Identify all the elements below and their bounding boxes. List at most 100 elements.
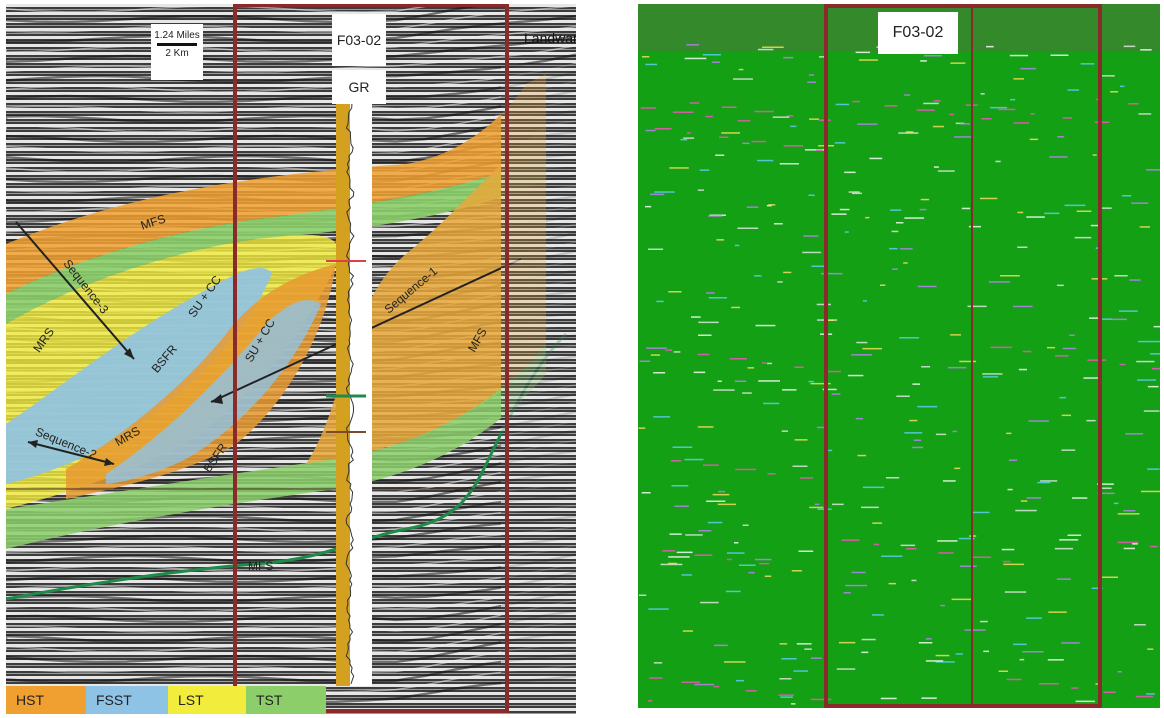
attribute-streak — [799, 477, 813, 479]
attribute-streak — [900, 248, 913, 250]
attribute-streak — [1057, 136, 1065, 138]
attribute-streak — [650, 193, 665, 196]
attribute-streak — [1128, 103, 1139, 105]
attribute-streak — [669, 167, 689, 169]
seismic-reflector — [6, 571, 576, 604]
attribute-streak — [1089, 317, 1100, 319]
attribute-streak — [851, 354, 873, 356]
seismic-section-left — [6, 4, 576, 714]
attribute-streak — [734, 542, 739, 544]
attribute-streak — [665, 349, 673, 351]
attribute-streak — [808, 194, 815, 196]
attribute-streak — [862, 486, 885, 489]
attribute-streak — [792, 465, 808, 467]
attribute-streak — [935, 433, 947, 436]
attribute-streak — [697, 189, 704, 191]
attribute-streak — [1029, 138, 1039, 141]
attribute-streak — [1003, 563, 1024, 566]
attribute-streak — [1022, 651, 1044, 653]
attribute-streak — [700, 601, 719, 604]
attribute-streak — [668, 562, 678, 565]
attribute-streak — [1075, 700, 1095, 703]
attribute-streak — [684, 458, 704, 461]
attribute-streak — [938, 552, 954, 554]
attribute-streak — [790, 125, 797, 128]
attribute-streak — [1018, 368, 1027, 371]
attribute-streak — [1147, 648, 1154, 650]
attribute-streak — [917, 285, 937, 288]
attribute-streak — [937, 540, 958, 542]
attribute-streak — [912, 446, 923, 449]
attribute-streak — [1004, 591, 1027, 593]
attribute-streak — [682, 630, 693, 632]
attribute-streak — [898, 132, 919, 134]
mfs-label-lower: MFS — [248, 559, 274, 573]
attribute-streak — [1138, 340, 1160, 343]
attribute-streak — [1117, 513, 1140, 515]
right-well-name-label: F03-02 — [878, 12, 958, 54]
attribute-streak — [653, 416, 670, 418]
attribute-streak — [676, 551, 693, 554]
attribute-streak — [880, 697, 897, 700]
seismic-reflector — [6, 4, 441, 13]
attribute-streak — [968, 225, 981, 228]
sequence3-arrow — [15, 221, 135, 360]
attribute-streak — [706, 500, 726, 502]
attribute-streak — [754, 558, 772, 561]
attribute-streak — [873, 543, 879, 546]
seismic-reflector — [6, 44, 576, 73]
attribute-streak — [921, 697, 937, 699]
sequence1-arrowhead — [211, 394, 223, 404]
attribute-streak — [955, 122, 965, 125]
attribute-streak — [1090, 224, 1102, 227]
attribute-streak — [662, 550, 676, 552]
attribute-streak — [673, 351, 681, 353]
attribute-streak — [774, 223, 783, 225]
attribute-streak — [694, 683, 714, 686]
attribute-streak — [904, 94, 911, 96]
seismic-reflector — [6, 89, 576, 124]
attribute-streak — [948, 366, 967, 369]
attribute-streak — [954, 467, 961, 470]
attribute-streak — [983, 650, 989, 653]
attribute-streak — [862, 300, 867, 302]
attribute-streak — [1143, 410, 1160, 412]
well-highlight-box — [233, 4, 509, 713]
attribute-streak — [654, 128, 672, 130]
attribute-streak — [689, 102, 700, 104]
attribute-streak — [726, 552, 745, 554]
attribute-streak — [674, 505, 689, 507]
attribute-streak — [1020, 500, 1028, 502]
attribute-streak — [809, 118, 819, 120]
attribute-streak — [1114, 275, 1128, 277]
seismic-reflector — [6, 589, 576, 624]
attribute-streak — [820, 272, 843, 275]
attribute-streak — [1062, 117, 1072, 119]
attribute-streak — [645, 205, 652, 208]
attribute-streak — [783, 56, 794, 59]
attribute-streak — [686, 132, 692, 134]
attribute-streak — [932, 125, 944, 128]
attribute-streak — [1138, 113, 1152, 115]
attribute-streak — [809, 506, 824, 509]
attribute-streak — [671, 485, 689, 487]
attribute-streak — [794, 366, 804, 368]
seismic-reflector — [6, 34, 576, 64]
attribute-streak — [717, 380, 722, 382]
sequence2-arrowhead-left — [28, 440, 38, 448]
attribute-streak — [645, 129, 656, 132]
attribute-streak — [920, 60, 927, 62]
attribute-streak — [759, 562, 770, 565]
attribute-streak — [1099, 207, 1112, 209]
seismic-reflector — [6, 653, 576, 684]
attribute-streak — [754, 275, 762, 277]
attribute-streak — [989, 106, 1008, 109]
attribute-streak — [757, 48, 774, 51]
attribute-streak — [681, 681, 700, 683]
attribute-streak — [1047, 659, 1064, 661]
attribute-streak — [1140, 49, 1152, 51]
attribute-streak — [742, 142, 750, 145]
attribute-streak — [786, 115, 794, 117]
attribute-streak — [1054, 547, 1074, 550]
seismic-reflector — [6, 525, 576, 553]
